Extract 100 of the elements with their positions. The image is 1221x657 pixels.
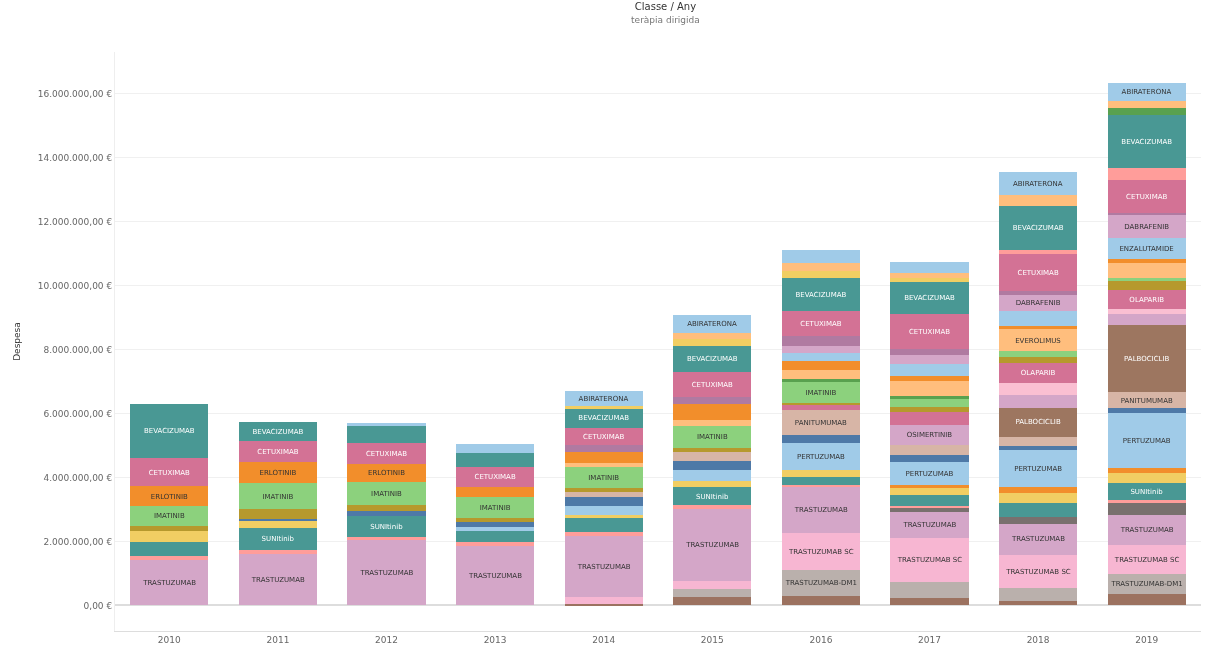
bar [999,449,1078,488]
bar [890,348,969,356]
bar [781,382,860,403]
bar [456,486,535,497]
bar [564,535,643,598]
bar [1107,313,1186,326]
x-tick-label: 2018 [1026,634,1050,645]
bar [781,278,860,312]
bar [890,278,969,282]
bar [999,523,1078,555]
bar [1107,263,1186,278]
bar [1107,107,1186,116]
bar [999,205,1078,251]
bar [999,554,1078,588]
bar [673,447,752,452]
bar [673,580,752,590]
bar [1107,259,1186,264]
bar [456,530,535,543]
chart-subtitle: teràpia dirigida [631,14,700,25]
bar [130,555,209,560]
bar [890,488,969,496]
bar [1107,482,1186,500]
bar [673,333,752,339]
bar [890,313,969,349]
bar [781,336,860,346]
bar [999,502,1078,517]
bar [890,454,969,463]
bar [1107,594,1186,606]
bar [890,282,969,314]
bar [564,532,643,536]
bar [890,462,969,486]
bar [999,357,1078,363]
bar [999,250,1078,254]
bar [999,587,1078,601]
bar [130,559,209,606]
bar [673,396,752,405]
bar [456,452,535,467]
bar [564,492,643,497]
bar [781,484,860,487]
bar [130,404,209,458]
bar [673,505,752,510]
bar [238,462,317,484]
bar [130,541,209,556]
bar [999,407,1078,437]
bar [781,442,860,471]
bar [1107,325,1186,393]
bar [456,443,535,453]
x-tick-label: 2014 [592,634,616,645]
bar [673,509,752,581]
bar [1107,280,1186,290]
bar [347,539,426,606]
bar [1107,100,1186,108]
bar [673,451,752,462]
bar [1107,115,1186,169]
y-tick-label: 6.000.000,00 € [43,408,113,419]
bar [890,273,969,279]
bar [456,466,535,487]
bar [564,488,643,493]
bar [564,505,643,515]
bar [347,516,426,537]
x-tick-label: 2016 [809,634,833,645]
bar [564,467,643,489]
x-tick-label: 2012 [375,634,398,645]
bar [781,360,860,370]
y-axis-title: Despesa [12,322,23,361]
bar [999,445,1078,450]
bar [238,527,317,551]
bar [1107,408,1186,413]
bar [890,537,969,583]
y-tick-label: 16.000.000,00 € [37,88,113,99]
bar [1107,412,1186,469]
bar [1107,308,1186,314]
bar [999,436,1078,446]
bar [890,363,969,377]
bar [673,461,752,470]
y-tick-label: 4.000.000,00 € [43,472,113,483]
bar [673,487,752,506]
bar [673,597,752,606]
bar [999,171,1078,195]
bar [456,526,535,531]
bar [1107,179,1186,213]
bar [890,376,969,382]
x-tick-label: 2015 [700,634,724,645]
bar [238,509,317,519]
bar [1107,468,1186,473]
bar [890,485,969,489]
bar [1107,277,1186,281]
y-tick-label: 2.000.000,00 € [43,536,113,547]
bar [890,355,969,364]
bar [781,262,860,272]
bar [130,525,209,531]
x-tick-label: 2013 [483,634,507,645]
bar [781,353,860,361]
bar [999,290,1078,295]
bar [1107,168,1186,180]
bar [999,326,1078,330]
bar [890,411,969,425]
bar [1107,545,1186,574]
bar [347,536,426,540]
bar [347,442,426,465]
